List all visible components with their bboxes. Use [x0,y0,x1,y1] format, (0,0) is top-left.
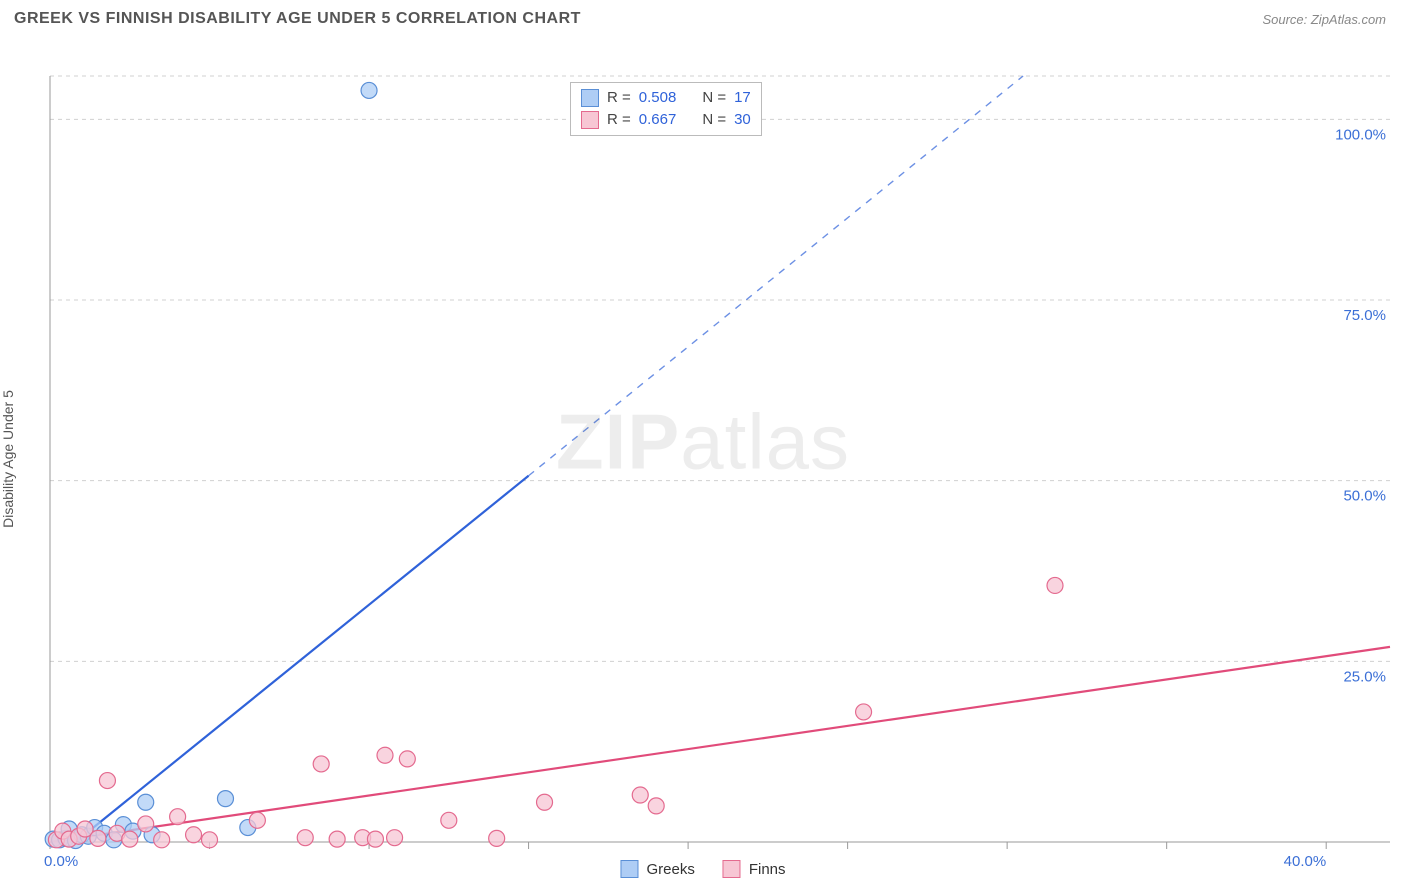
legend-row-finns: R = 0.667 N = 30 [581,109,751,131]
series-legend: Greeks Finns [620,860,785,878]
legend-item-greeks: Greeks [620,860,694,878]
r-value: 0.667 [639,109,677,131]
chart-header: GREEK VS FINNISH DISABILITY AGE UNDER 5 … [0,0,1406,34]
svg-text:100.0%: 100.0% [1335,126,1386,143]
n-value: 30 [734,109,751,131]
svg-text:25.0%: 25.0% [1343,668,1386,685]
n-value: 17 [734,87,751,109]
n-label: N = [702,109,726,131]
correlation-legend: R = 0.508 N = 17 R = 0.667 N = 30 [570,82,762,136]
swatch-finns [581,111,599,129]
r-label: R = [607,87,631,109]
swatch-greeks [581,89,599,107]
chart-source: Source: ZipAtlas.com [1262,12,1386,27]
svg-text:0.0%: 0.0% [44,853,78,870]
y-axis-label: Disability Age Under 5 [0,390,16,528]
swatch-greeks [620,860,638,878]
chart-container: Disability Age Under 5 ZIPatlas 25.0%50.… [0,34,1406,884]
scatter-plot: 25.0% 50.0% 75.0% 100.0% 0.0% 40.0% [0,34,1406,884]
svg-text:75.0%: 75.0% [1343,307,1386,324]
legend-label: Finns [749,861,786,878]
r-value: 0.508 [639,87,677,109]
legend-label: Greeks [646,861,694,878]
swatch-finns [723,860,741,878]
legend-item-finns: Finns [723,860,786,878]
chart-title: GREEK VS FINNISH DISABILITY AGE UNDER 5 … [14,10,581,28]
svg-text:40.0%: 40.0% [1284,853,1327,870]
legend-row-greeks: R = 0.508 N = 17 [581,87,751,109]
r-label: R = [607,109,631,131]
svg-text:50.0%: 50.0% [1343,488,1386,505]
n-label: N = [702,87,726,109]
